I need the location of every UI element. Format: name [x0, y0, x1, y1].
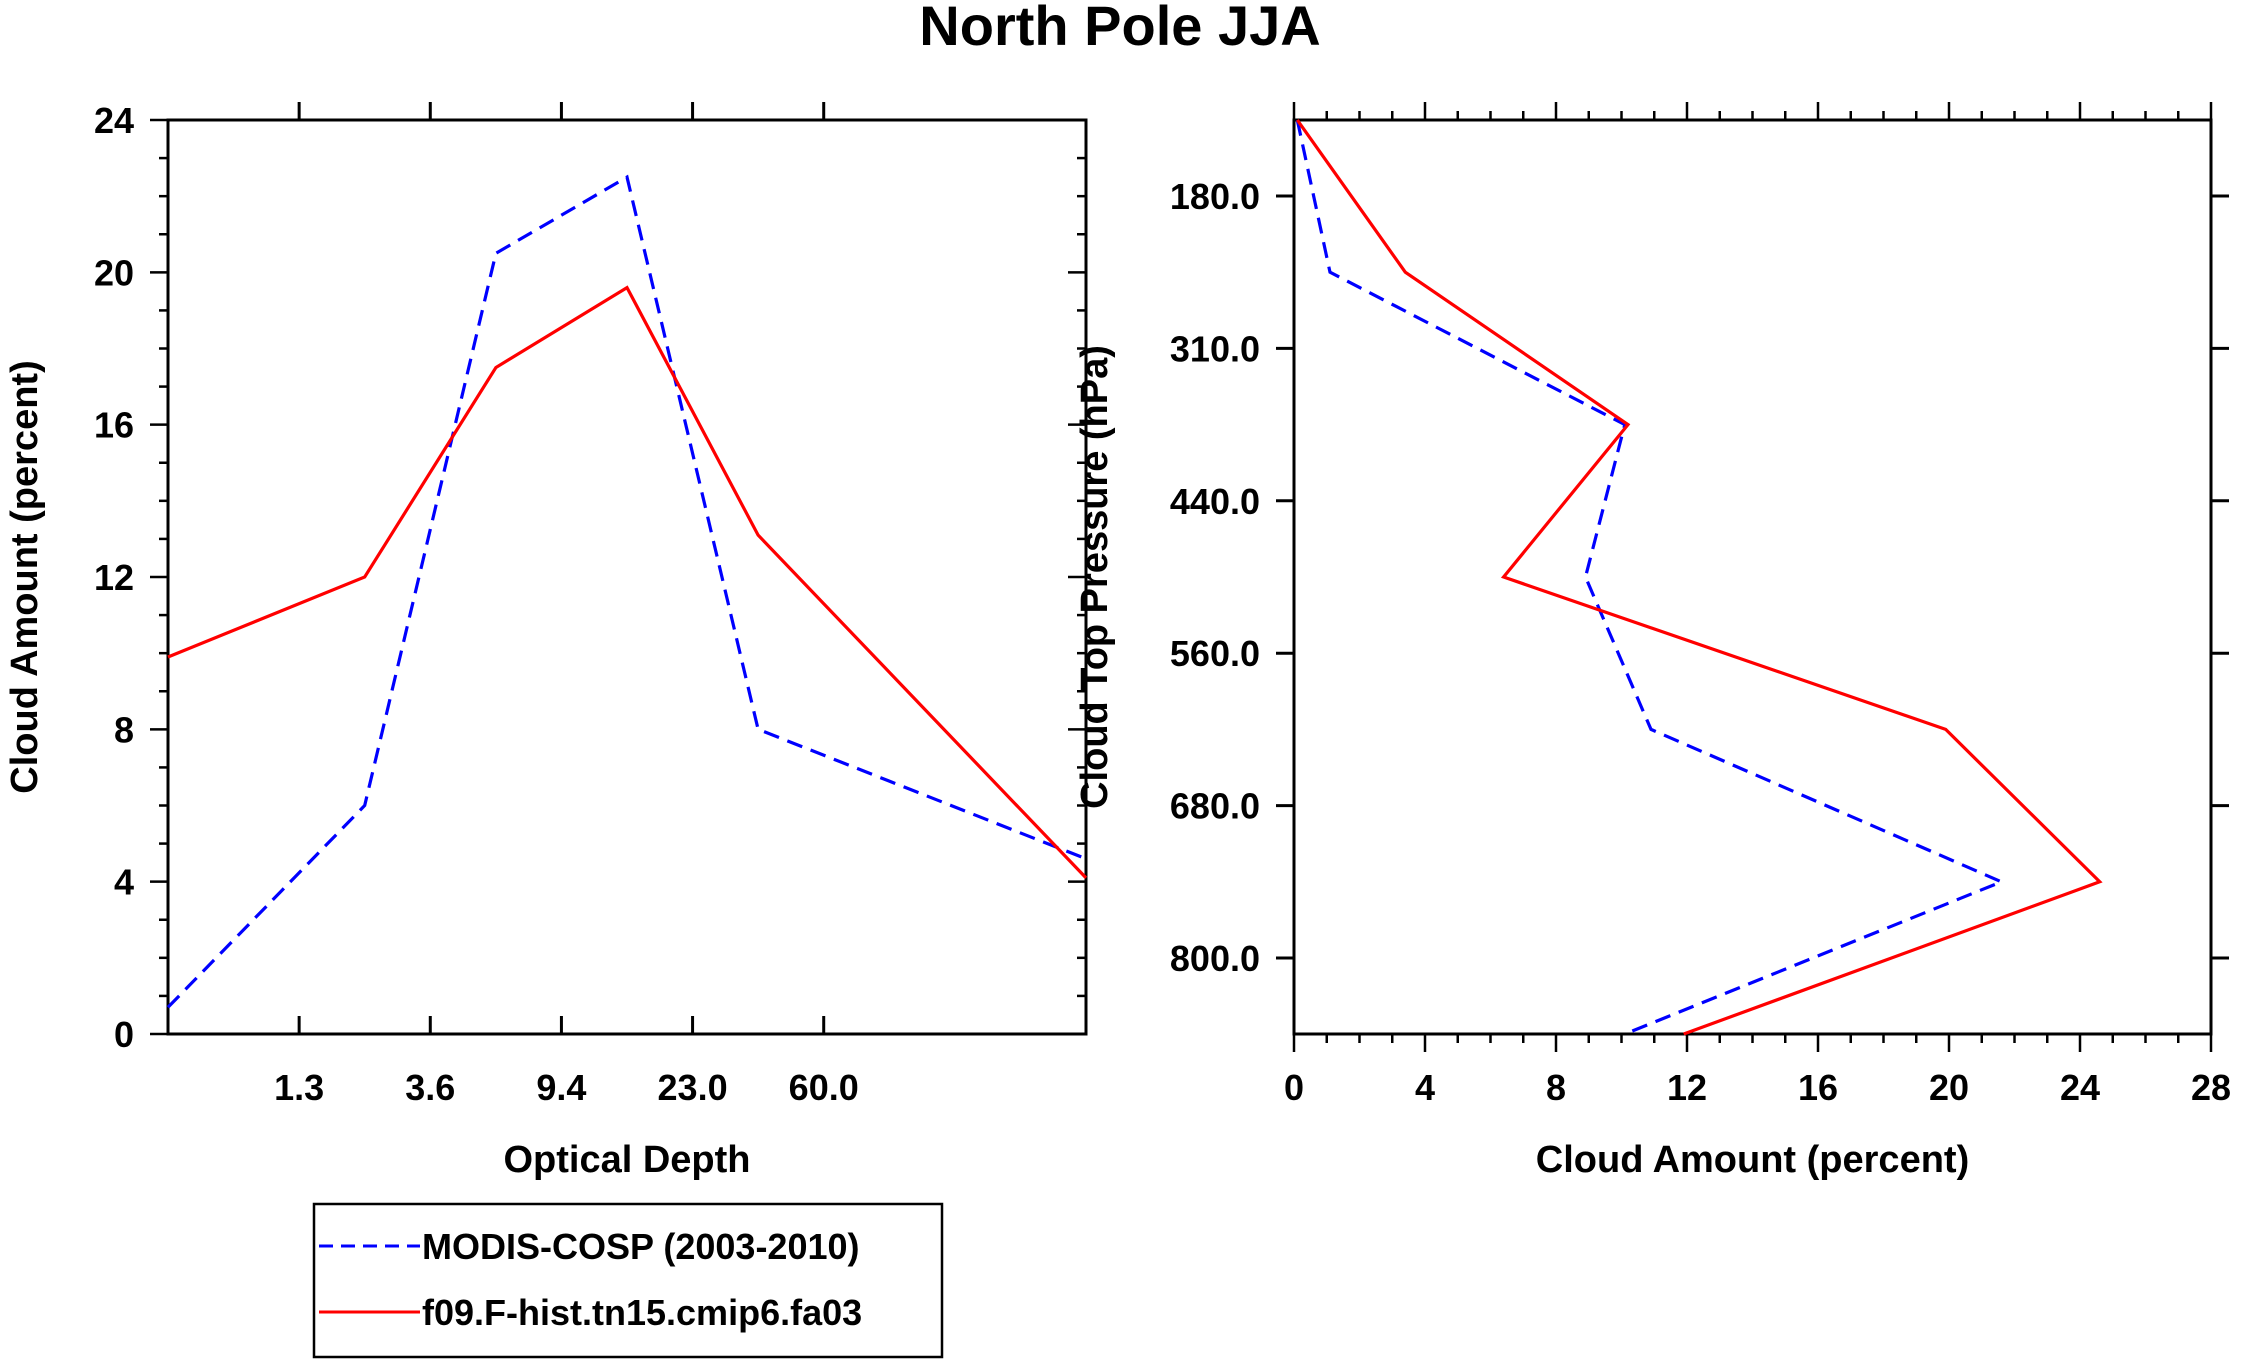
left-x-tick-label: 3.6 — [405, 1067, 455, 1108]
legend-label-model: f09.F-hist.tn15.cmip6.fa03 — [422, 1292, 862, 1333]
right-series-modis-line — [1295, 119, 2006, 1036]
right-y-tick-label: 440.0 — [1170, 481, 1260, 522]
right-plot-frame — [1292, 118, 2213, 1036]
right-y-tick-label: 180.0 — [1170, 176, 1260, 217]
legend: MODIS-COSP (2003-2010) f09.F-hist.tn15.c… — [312, 1202, 944, 1359]
left-y-tick-label: 4 — [114, 862, 134, 903]
right-x-tick-label: 20 — [1929, 1067, 1969, 1108]
legend-label-modis: MODIS-COSP (2003-2010) — [422, 1226, 860, 1267]
right-x-tick-label: 0 — [1284, 1067, 1304, 1108]
right-series-model-line — [1295, 119, 2103, 1036]
left-x-tick-label: 23.0 — [658, 1067, 728, 1108]
left-plot-frame — [166, 118, 1088, 1036]
right-x-tick-label: 28 — [2191, 1067, 2231, 1108]
left-y-axis-title: Cloud Amount (percent) — [4, 360, 46, 793]
right-y-tick-label: 310.0 — [1170, 328, 1260, 369]
left-panel: 1.3 3.6 9.4 23.0 60.0 0 4 8 12 16 20 24 Optical Dept… — [4, 100, 1088, 1181]
left-y-tick-label: 12 — [94, 557, 134, 598]
left-y-tick-label: 24 — [94, 100, 134, 141]
left-series-modis-line — [166, 174, 1087, 1009]
right-y-tick-label: 800.0 — [1170, 938, 1260, 979]
left-x-tick-label: 1.3 — [274, 1067, 324, 1108]
left-y-tick-label: 16 — [94, 405, 134, 446]
left-y-tick-label: 20 — [94, 252, 134, 293]
right-x-tick-label: 8 — [1546, 1067, 1566, 1108]
right-x-tick-label: 12 — [1667, 1067, 1707, 1108]
right-y-tick-label: 680.0 — [1170, 786, 1260, 827]
left-y-tick-label: 8 — [114, 709, 134, 750]
right-panel: 0 4 8 12 16 20 24 28 180.0 310.0 440.0 560.0 680.0 80… — [1074, 102, 2231, 1181]
right-x-tick-label: 4 — [1415, 1067, 1435, 1108]
right-y-axis-title: Cloud Top Pressure (hPa) — [1074, 345, 1116, 809]
legend-box — [312, 1202, 944, 1359]
left-x-axis-title: Optical Depth — [503, 1139, 750, 1181]
right-x-tick-label: 24 — [2060, 1067, 2100, 1108]
right-x-tick-label: 16 — [1798, 1067, 1838, 1108]
left-y-tick-label: 0 — [114, 1014, 134, 1055]
left-series-model-line — [167, 285, 1088, 880]
right-x-axis-title: Cloud Amount (percent) — [1536, 1139, 1969, 1181]
left-x-tick-label: 60.0 — [789, 1067, 859, 1108]
left-x-tick-label: 9.4 — [536, 1067, 586, 1108]
chart-title: North Pole JJA — [919, 0, 1320, 57]
right-y-tick-label: 560.0 — [1170, 633, 1260, 674]
